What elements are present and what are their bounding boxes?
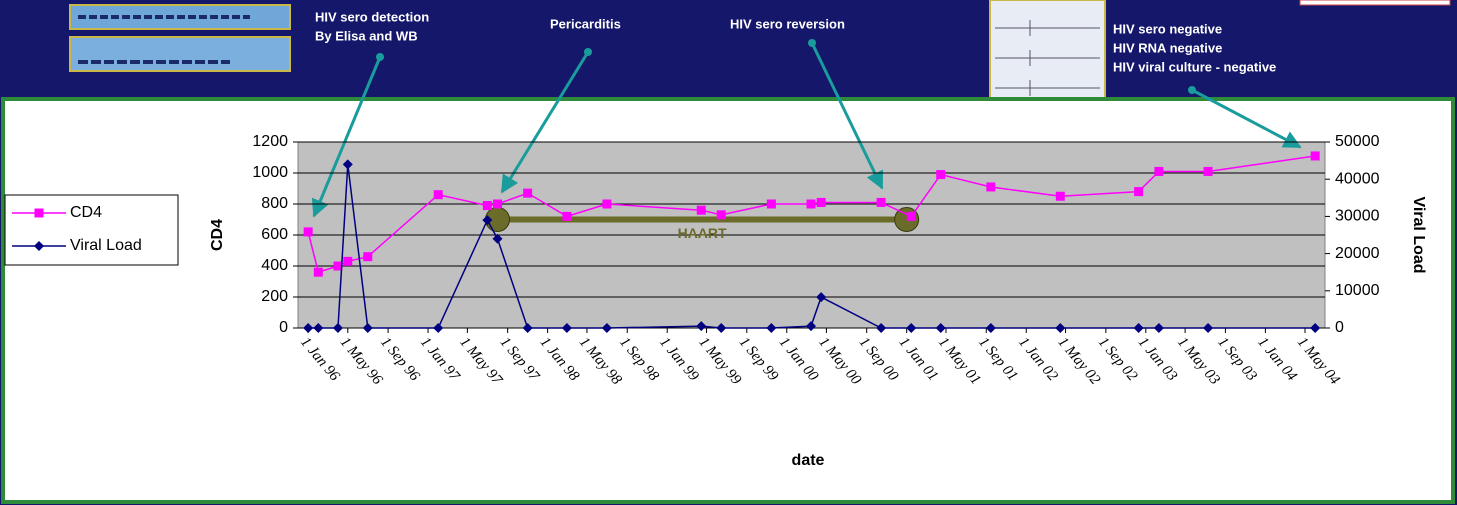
marker <box>562 212 571 221</box>
y2-tick-label: 0 <box>1335 319 1344 336</box>
y-tick-label: 0 <box>279 319 288 336</box>
marker <box>1154 167 1163 176</box>
y-tick-label: 800 <box>261 195 288 212</box>
legend-label: CD4 <box>70 204 102 221</box>
marker <box>817 198 826 207</box>
page: {"chart_data": {"type": "line", "x_label… <box>0 0 1457 505</box>
marker <box>986 182 995 191</box>
y2-tick-label: 40000 <box>1335 170 1380 187</box>
annotation: Pericarditis <box>550 16 621 31</box>
marker <box>1311 151 1320 160</box>
annotation: HIV viral culture - negative <box>1113 59 1276 74</box>
annotation: HIV sero negative <box>1113 21 1222 36</box>
marker <box>717 210 726 219</box>
marker <box>493 200 502 209</box>
marker <box>1204 167 1213 176</box>
marker <box>35 209 44 218</box>
y-tick-label: 1200 <box>252 133 288 150</box>
y2-tick-label: 10000 <box>1335 282 1380 299</box>
y2-tick-label: 30000 <box>1335 208 1380 225</box>
marker <box>363 252 372 261</box>
marker <box>877 198 886 207</box>
annotation: HIV sero reversion <box>730 16 845 31</box>
marker <box>807 200 816 209</box>
annotation: HIV RNA negative <box>1113 40 1222 55</box>
annotation: By Elisa and WB <box>315 28 418 43</box>
marker <box>1134 187 1143 196</box>
marker <box>343 257 352 266</box>
y2-tick-label: 20000 <box>1335 245 1380 262</box>
marker <box>602 200 611 209</box>
marker <box>1056 192 1065 201</box>
y-axis-title: CD4 <box>209 219 226 251</box>
marker <box>314 268 323 277</box>
marker <box>523 189 532 198</box>
marker <box>304 227 313 236</box>
slide: HIV sero detection By Elisa and WB Pericar… <box>0 0 1457 505</box>
y-tick-label: 200 <box>261 288 288 305</box>
marker <box>483 201 492 210</box>
y-tick-label: 1000 <box>252 164 288 181</box>
annotation: HIV sero detection <box>315 9 429 24</box>
x-axis-title: date <box>792 452 825 469</box>
marker <box>907 212 916 221</box>
marker <box>434 190 443 199</box>
haart-label: HAART <box>678 225 727 241</box>
y2-tick-label: 50000 <box>1335 133 1380 150</box>
y2-axis-title: Viral Load <box>1410 196 1427 273</box>
marker <box>936 170 945 179</box>
y-tick-label: 600 <box>261 226 288 243</box>
y-tick-label: 400 <box>261 257 288 274</box>
marker <box>767 200 776 209</box>
legend-label: Viral Load <box>70 237 142 254</box>
marker <box>697 206 706 215</box>
